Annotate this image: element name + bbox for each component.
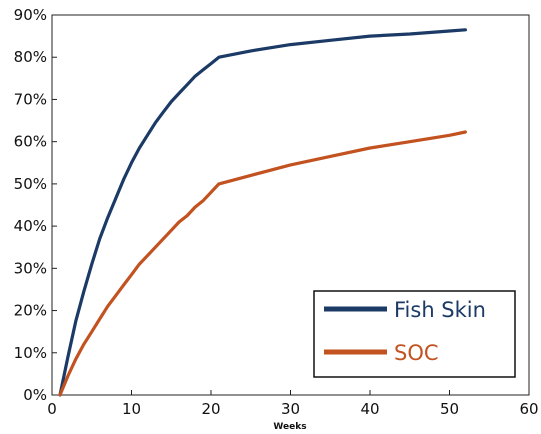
y-tick-label: 30%: [14, 259, 47, 277]
x-axis: 0 10 20 30 40 50 60: [47, 390, 539, 418]
legend: Fish Skin SOC: [313, 290, 516, 378]
y-tick-label: 20%: [14, 302, 47, 320]
x-tick-label: 20: [201, 400, 220, 418]
legend-box: [313, 290, 516, 378]
x-tick-label: 30: [281, 400, 300, 418]
x-axis-title: Weeks: [273, 422, 306, 432]
y-tick-label: 90%: [14, 6, 47, 24]
x-tick-label: 10: [122, 400, 141, 418]
y-axis: 0% 10% 20% 30% 40% 50% 60% 70% 80% 90%: [14, 6, 57, 404]
y-tick-label: 60%: [14, 133, 47, 151]
series-group: [58, 28, 467, 397]
series-line-fish-skin: [58, 28, 467, 397]
x-tick-label: 0: [47, 400, 57, 418]
legend-label-soc: SOC: [394, 341, 439, 365]
y-tick-label: 10%: [14, 344, 47, 362]
series-line-soc: [58, 130, 467, 397]
legend-label-fish-skin: Fish Skin: [394, 298, 486, 322]
y-tick-label: 80%: [14, 48, 47, 66]
y-tick-label: 40%: [14, 217, 47, 235]
y-tick-label: 50%: [14, 175, 47, 193]
x-tick-label: 50: [440, 400, 459, 418]
x-tick-label: 40: [360, 400, 379, 418]
x-tick-label: 60: [519, 400, 538, 418]
y-tick-label: 70%: [14, 90, 47, 108]
y-tick-label: 0%: [23, 386, 47, 404]
